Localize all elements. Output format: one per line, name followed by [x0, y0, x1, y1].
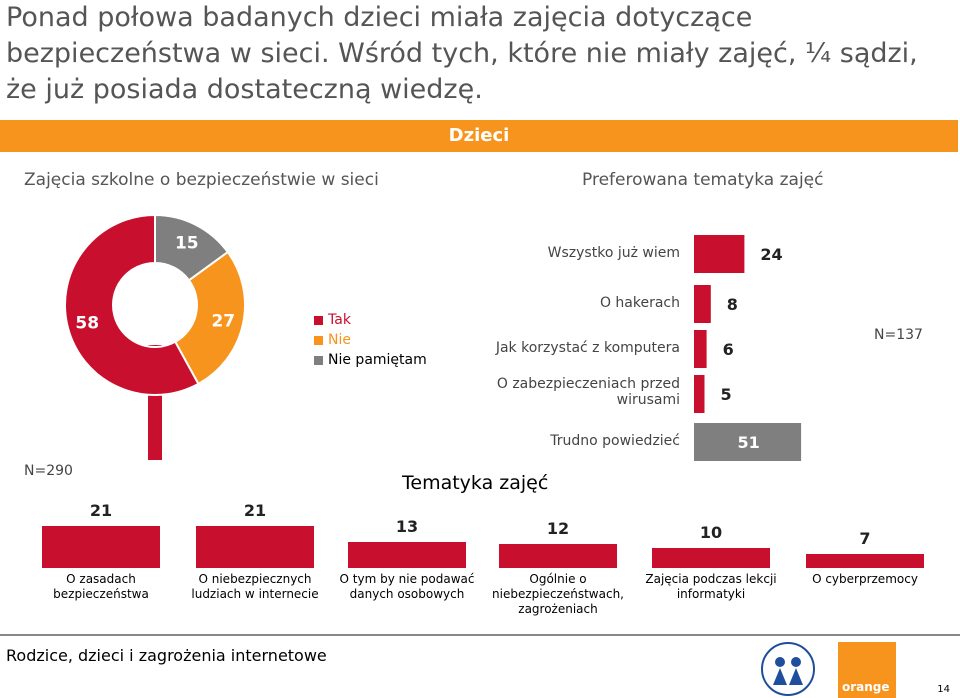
col-label: O niebezpiecznych ludziach w internecie	[191, 572, 319, 601]
hbar-value: 24	[760, 245, 782, 264]
pie-slice-tak	[64, 213, 200, 396]
legend-item: Nie pamiętam	[314, 350, 427, 370]
hbar-label: O zabezpieczeniach przed wirusami	[496, 376, 680, 408]
pie-legend: Tak Nie Nie pamiętam	[314, 310, 427, 370]
topics-bar-chart: 24 8 6 5 51	[694, 235, 802, 461]
legend-label: Nie	[328, 332, 351, 348]
hbar-value: 8	[727, 295, 738, 314]
bottom-chart-title: Tematyka zajęć	[402, 472, 549, 494]
col-bar-0	[42, 526, 160, 568]
pie-value-label: 27	[211, 311, 235, 331]
col-label: Zajęcia podczas lekcji informatyki	[645, 572, 777, 601]
hbar-label: Trudno powiedzieć	[550, 433, 680, 449]
footer-title: Rodzice, dzieci i zagrożenia internetowe	[6, 646, 327, 665]
legend-label: Nie pamiętam	[328, 352, 427, 368]
col-value: 21	[90, 501, 112, 520]
col-value: 10	[700, 523, 722, 542]
topics-bar-labels: Wszystko już wiem O hakerach Jak korzystać…	[470, 225, 680, 470]
hbar-2	[694, 330, 707, 368]
col-label: O cyberprzemocy	[812, 572, 918, 586]
banner-title: Dzieci	[448, 125, 510, 146]
hbar-value: 5	[721, 385, 732, 404]
banner: Dzieci	[0, 120, 958, 152]
right-subtitle: Preferowana tematyka zajęć	[582, 170, 824, 190]
col-bar-4	[652, 548, 770, 568]
hbar-label: Jak korzystać z komputera	[495, 340, 680, 356]
bottom-n-label: N=290	[24, 463, 73, 479]
class-topics-labels: O zasadach bezpieczeństwa O niebezpieczny…	[0, 572, 960, 632]
col-bar-5	[806, 554, 924, 568]
legend-swatch	[314, 315, 323, 325]
fundacja-logo	[761, 642, 815, 696]
col-value: 12	[547, 519, 569, 538]
hbar-label: O hakerach	[599, 295, 680, 311]
pie-value-label: 58	[75, 313, 99, 333]
pie-value-label: 15	[175, 234, 199, 254]
right-n-label: N=137	[874, 327, 923, 343]
legend-item: Tak	[314, 310, 427, 330]
col-label: O zasadach bezpieczeństwa	[53, 572, 149, 601]
col-bar-3	[499, 544, 617, 568]
headline: Ponad połowa badanych dzieci miała zajęc…	[6, 2, 918, 105]
col-label: O tym by nie podawać danych osobowych	[339, 572, 475, 601]
hbar-value: 51	[738, 433, 760, 452]
col-value: 13	[396, 517, 418, 536]
legend-swatch	[314, 355, 323, 365]
footer-divider	[0, 634, 960, 636]
pie-slice-nie	[173, 250, 246, 386]
legend-item: Nie	[314, 330, 427, 350]
col-bar-1	[196, 526, 314, 568]
col-value: 7	[859, 529, 870, 548]
class-topics-chart: 21 21 13 12 10 7	[42, 501, 924, 568]
hbar-3	[694, 375, 705, 413]
legend-swatch	[314, 335, 323, 345]
hbar-4	[694, 423, 802, 461]
col-label: Ogólnie o niebezpieczeństwach, zagrożeni…	[492, 572, 624, 616]
legend-label: Tak	[328, 312, 351, 328]
hbar-label: Wszystko już wiem	[547, 245, 680, 261]
hbar-value: 6	[723, 340, 734, 359]
pie-chart: 15 27 58	[64, 213, 246, 460]
col-value: 21	[244, 501, 266, 520]
page-number: 14	[937, 684, 950, 695]
left-subtitle: Zajęcia szkolne o bezpieczeństwie w siec…	[24, 170, 379, 190]
hbar-1	[694, 285, 711, 323]
orange-logo-text: orange	[842, 680, 890, 694]
col-bar-2	[348, 542, 466, 568]
hbar-0	[694, 235, 745, 273]
orange-logo: orange	[838, 642, 896, 698]
